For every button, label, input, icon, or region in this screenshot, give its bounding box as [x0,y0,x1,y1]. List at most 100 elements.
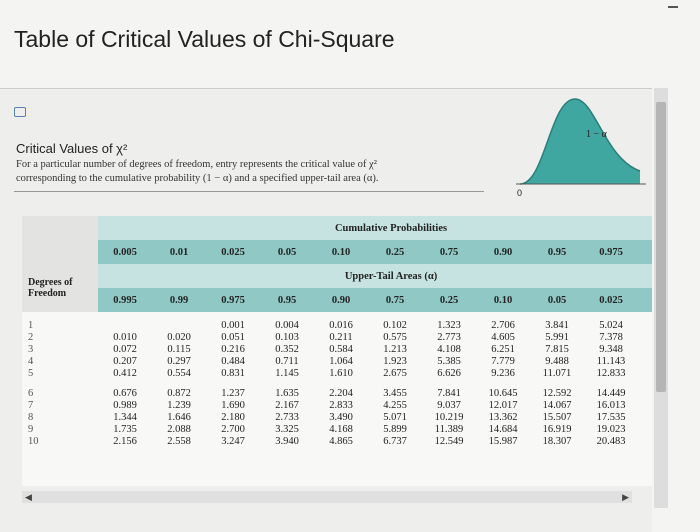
data-row: 8 1.344 1.646 2.180 2.733 3.490 5.071 10.219 13.… [22,412,652,424]
scroll-thumb[interactable] [656,102,666,392]
critical-value: 3.841 [545,320,569,331]
critical-value: 0.020 [167,332,191,343]
upper-tail-area: 0.75 [368,288,422,312]
critical-value: 6 [638,320,652,332]
data-row: 4 0.207 0.297 0.484 0.711 1.064 1.923 5.385 7.77… [22,356,652,368]
data-row: 7 0.989 1.239 1.690 2.167 2.833 4.255 9.037 12.0… [22,400,652,412]
critical-value: 5.024 [599,320,623,331]
curve-line [519,98,641,185]
scroll-left[interactable]: ◀ [25,492,32,502]
upper-tail-area: 0.995 [98,288,152,312]
critical-value: 20.483 [596,436,626,447]
critical-value: 15.507 [542,412,572,423]
data-row: 3 0.072 0.115 0.216 0.352 0.584 1.213 4.108 6.25… [22,344,652,356]
critical-value: 12.549 [434,436,464,447]
critical-value: 11 [638,344,652,356]
data-row: 1 0.001 0.004 0.016 0.102 1.323 2.706 3.841 5.02… [22,320,652,332]
critical-value: 1.237 [221,388,245,399]
critical-value: 0.484 [221,356,245,367]
upper-tail-area: 0 [638,288,652,312]
critical-value: 12.833 [596,368,626,379]
horizontal-scrollbar[interactable]: ◀ ▶ [22,491,632,503]
gap-cell [22,312,652,320]
critical-value: 1.213 [383,344,407,355]
critical-value: 0.989 [113,400,137,411]
critical-value: 0.711 [275,356,299,367]
critical-value: 2.180 [221,412,245,423]
critical-value: 1.610 [329,368,353,379]
critical-value: 16.013 [596,400,626,411]
header-row: Cumulative Probabilities [22,216,652,240]
critical-value: 1.635 [275,388,299,399]
critical-value: 9.348 [599,344,623,355]
data-row: 2 0.010 0.020 0.051 0.103 0.211 0.575 2.773 4.60… [22,332,652,344]
upper-tail-label: Upper-Tail Areas (α) [98,264,652,288]
critical-value: 0.115 [167,344,191,355]
critical-value: 1.735 [113,424,137,435]
scroll-right[interactable]: ▶ [622,492,629,502]
data-row: 10 2.156 2.558 3.247 3.940 4.865 6.737 12.549 15… [22,436,652,448]
header-row: 0.995 0.99 0.975 0.95 0.90 0.75 0.25 0.10 0.05 0.… [22,288,652,312]
critical-value: 5.991 [545,332,569,343]
critical-value: 2.167 [275,400,299,411]
critical-value: 7.815 [545,344,569,355]
critical-value: 2.773 [437,332,461,343]
df-value: 5 [28,368,34,379]
critical-value: 7.378 [599,332,623,343]
critical-value: 4.108 [437,344,461,355]
cumulative-prob: 0.25 [368,240,422,264]
cumulative-prob: 0.75 [422,240,476,264]
critical-value: 1.064 [329,356,353,367]
critical-value: 0.102 [383,320,407,331]
cumulative-prob: 0.95 [530,240,584,264]
cumulative-prob: 0 [638,240,652,264]
critical-value: 0.554 [167,368,191,379]
cumulative-prob: 0.01 [152,240,206,264]
df-value: 8 [28,412,34,423]
critical-value [152,320,206,332]
vertical-scrollbar[interactable] [654,88,668,508]
critical-value: 0.207 [113,356,137,367]
critical-value: 0.584 [329,344,353,355]
critical-value: 1.344 [113,412,137,423]
gap-row [22,380,652,388]
gap-row [22,312,652,320]
critical-value: 2.204 [329,388,353,399]
header-row: Degrees of Freedom Upper-Tail Areas (α) [22,264,652,312]
divider [14,191,484,192]
upper-tail-area: 0.90 [314,288,368,312]
critical-value: 0.211 [329,332,353,343]
area-label: 1 − α [586,129,608,140]
critical-value: 0.831 [221,368,245,379]
critical-value: 0.872 [167,388,191,399]
critical-value: 16 [638,388,652,400]
critical-value: 4.255 [383,400,407,411]
description-line: corresponding to the cumulative probabil… [16,173,379,184]
critical-value: 2.706 [491,320,515,331]
critical-value: 1.923 [383,356,407,367]
upper-tail-area: 0.05 [530,288,584,312]
critical-value: 9.236 [491,368,515,379]
critical-value: 18 [638,400,652,412]
df-value: 9 [28,424,34,435]
critical-value: 2.088 [167,424,191,435]
critical-value: 6.737 [383,436,407,447]
critical-value: 15.987 [488,436,518,447]
critical-value: 2.675 [383,368,407,379]
critical-value: 0.072 [113,344,137,355]
critical-value: 0.103 [275,332,299,343]
critical-value: 1.239 [167,400,191,411]
description-line: For a particular number of degrees of fr… [16,159,377,170]
critical-value: 0.297 [167,356,191,367]
critical-value: 12.592 [542,388,572,399]
critical-value: 3.247 [221,436,245,447]
critical-value: 2.733 [275,412,299,423]
critical-value: 5.899 [383,424,407,435]
critical-value: 20 [638,412,652,424]
critical-value: 11.143 [596,356,626,367]
critical-value: 0.004 [275,320,299,331]
minimize-icon[interactable] [668,6,678,8]
critical-value: 4.168 [329,424,353,435]
cumulative-prob: 0.025 [206,240,260,264]
critical-value: 3.940 [275,436,299,447]
